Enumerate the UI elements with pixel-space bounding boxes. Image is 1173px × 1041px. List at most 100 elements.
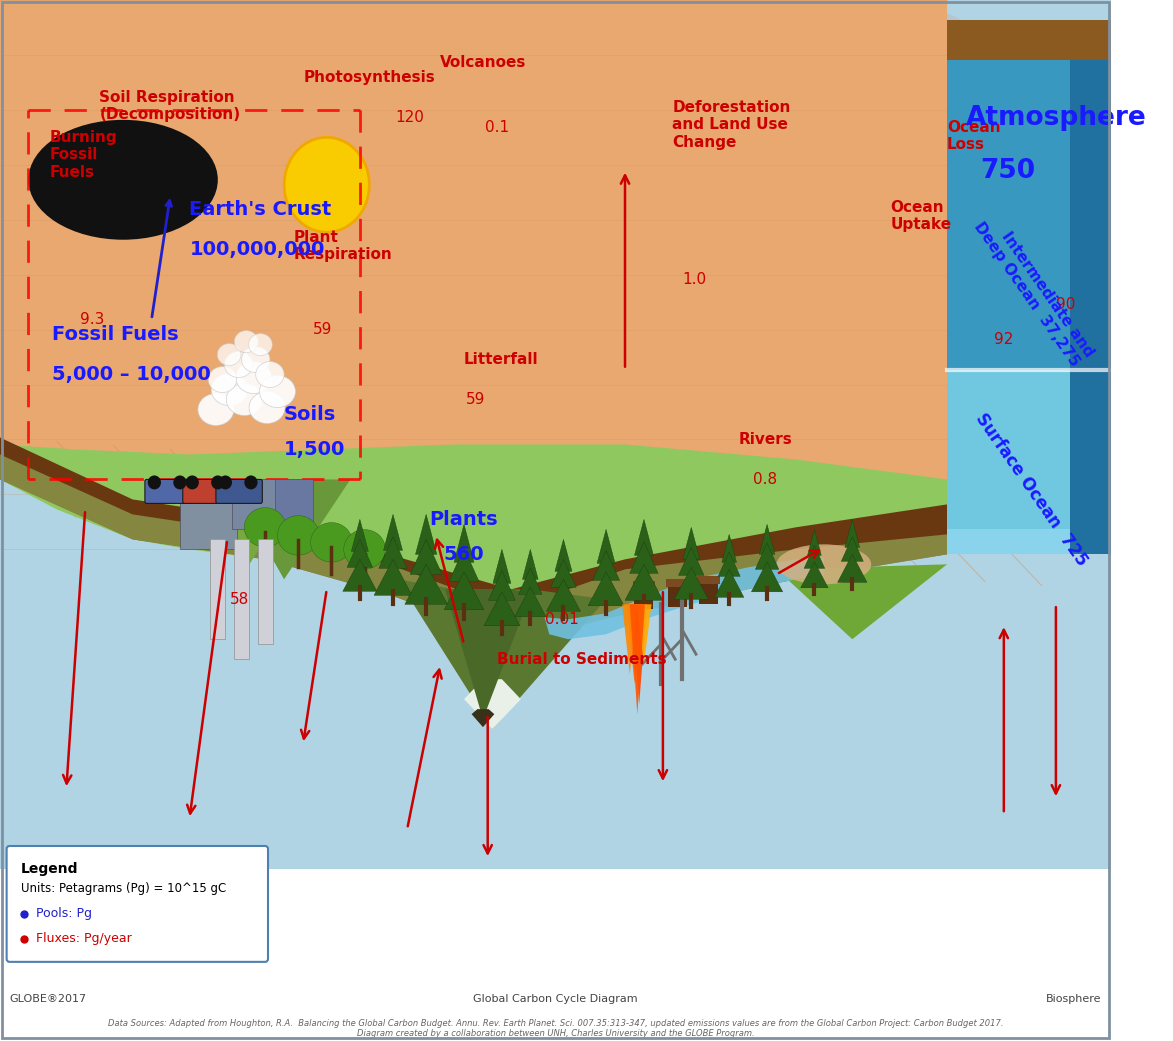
Ellipse shape [219, 80, 371, 184]
Polygon shape [547, 579, 581, 611]
Bar [699, 584, 718, 604]
Ellipse shape [481, 181, 579, 283]
Polygon shape [752, 562, 782, 591]
Polygon shape [472, 709, 494, 728]
Ellipse shape [242, 347, 270, 373]
Polygon shape [845, 519, 860, 548]
Ellipse shape [469, 231, 537, 297]
Polygon shape [637, 604, 651, 664]
Bar [232, 480, 279, 530]
Text: Ocean
Loss: Ocean Loss [947, 120, 1001, 152]
Text: Units: Petagrams (Pg) = 10^15 gC: Units: Petagrams (Pg) = 10^15 gC [21, 883, 226, 895]
Polygon shape [714, 569, 744, 598]
Polygon shape [947, 370, 1111, 555]
Text: Plant
Respiration: Plant Respiration [293, 230, 392, 262]
Ellipse shape [244, 476, 258, 489]
Polygon shape [0, 455, 947, 639]
Polygon shape [777, 564, 947, 639]
Ellipse shape [767, 111, 909, 196]
FancyBboxPatch shape [145, 480, 191, 504]
Text: 5,000 – 10,000: 5,000 – 10,000 [52, 365, 211, 384]
Ellipse shape [777, 544, 872, 584]
Polygon shape [518, 568, 542, 594]
Polygon shape [805, 545, 825, 568]
Polygon shape [626, 604, 642, 684]
Polygon shape [449, 549, 479, 581]
Bar [258, 539, 273, 644]
Polygon shape [0, 437, 947, 639]
Text: 9.3: 9.3 [81, 312, 104, 327]
Ellipse shape [249, 391, 285, 424]
Ellipse shape [256, 361, 284, 387]
Polygon shape [515, 587, 545, 616]
Text: Data Sources: Adapted from Houghton, R.A.  Balancing the Global Carbon Budget. A: Data Sources: Adapted from Houghton, R.A… [108, 1019, 1003, 1039]
Ellipse shape [696, 134, 781, 185]
Polygon shape [625, 564, 663, 601]
Polygon shape [592, 551, 619, 580]
Ellipse shape [624, 139, 752, 211]
Ellipse shape [508, 226, 552, 274]
Bar [0, 0, 1111, 150]
Polygon shape [635, 519, 653, 555]
Polygon shape [674, 567, 708, 600]
Polygon shape [759, 525, 775, 555]
Bar [697, 577, 720, 584]
Bar [0, 350, 1111, 600]
Text: 58: 58 [230, 591, 250, 607]
Polygon shape [947, 20, 1111, 60]
Ellipse shape [698, 0, 1006, 164]
Polygon shape [801, 562, 828, 588]
Text: GLOBE®2017: GLOBE®2017 [9, 994, 87, 1004]
Ellipse shape [144, 108, 235, 172]
Text: Photosynthesis: Photosynthesis [304, 70, 435, 85]
Text: Deforestation
and Land Use
Change: Deforestation and Land Use Change [672, 100, 791, 150]
Polygon shape [622, 604, 637, 675]
Text: 750: 750 [981, 158, 1036, 184]
Polygon shape [841, 537, 863, 561]
Ellipse shape [209, 366, 237, 392]
Polygon shape [228, 480, 351, 579]
Polygon shape [947, 530, 1111, 555]
Polygon shape [405, 564, 447, 604]
Text: 0.01: 0.01 [544, 612, 578, 627]
Ellipse shape [244, 508, 286, 548]
Text: Earth's Crust: Earth's Crust [189, 200, 332, 220]
Ellipse shape [235, 331, 258, 353]
Text: Fossil Fuels: Fossil Fuels [52, 325, 178, 345]
Polygon shape [347, 539, 373, 567]
FancyBboxPatch shape [183, 480, 229, 504]
Text: 92: 92 [995, 332, 1013, 347]
Bar [632, 581, 656, 589]
Polygon shape [493, 550, 511, 583]
Text: Volcanoes: Volcanoes [440, 55, 527, 70]
Text: 0.8: 0.8 [753, 472, 777, 487]
Text: 59: 59 [312, 322, 332, 337]
Polygon shape [597, 530, 615, 563]
Ellipse shape [28, 120, 218, 239]
Text: 120: 120 [395, 110, 425, 125]
Bar [0, 150, 1111, 350]
Bar [179, 480, 237, 550]
Polygon shape [807, 530, 821, 555]
Polygon shape [630, 604, 645, 714]
Text: 0.1: 0.1 [486, 120, 509, 135]
Ellipse shape [148, 476, 161, 489]
Ellipse shape [660, 79, 874, 188]
Polygon shape [465, 679, 521, 729]
Ellipse shape [218, 476, 232, 489]
Ellipse shape [217, 344, 240, 365]
Text: Soils: Soils [284, 405, 337, 424]
Text: Atmosphere: Atmosphere [965, 105, 1147, 131]
Text: Global Carbon Cycle Diagram: Global Carbon Cycle Diagram [473, 994, 638, 1004]
Polygon shape [1070, 60, 1111, 555]
Polygon shape [374, 559, 412, 595]
Text: Soil Respiration
(Decomposition): Soil Respiration (Decomposition) [100, 90, 240, 122]
Ellipse shape [211, 476, 224, 489]
Polygon shape [0, 445, 947, 639]
Polygon shape [189, 480, 303, 569]
Polygon shape [398, 579, 606, 729]
Ellipse shape [211, 374, 248, 406]
Polygon shape [631, 604, 646, 704]
Polygon shape [588, 572, 624, 606]
Bar [667, 587, 686, 607]
